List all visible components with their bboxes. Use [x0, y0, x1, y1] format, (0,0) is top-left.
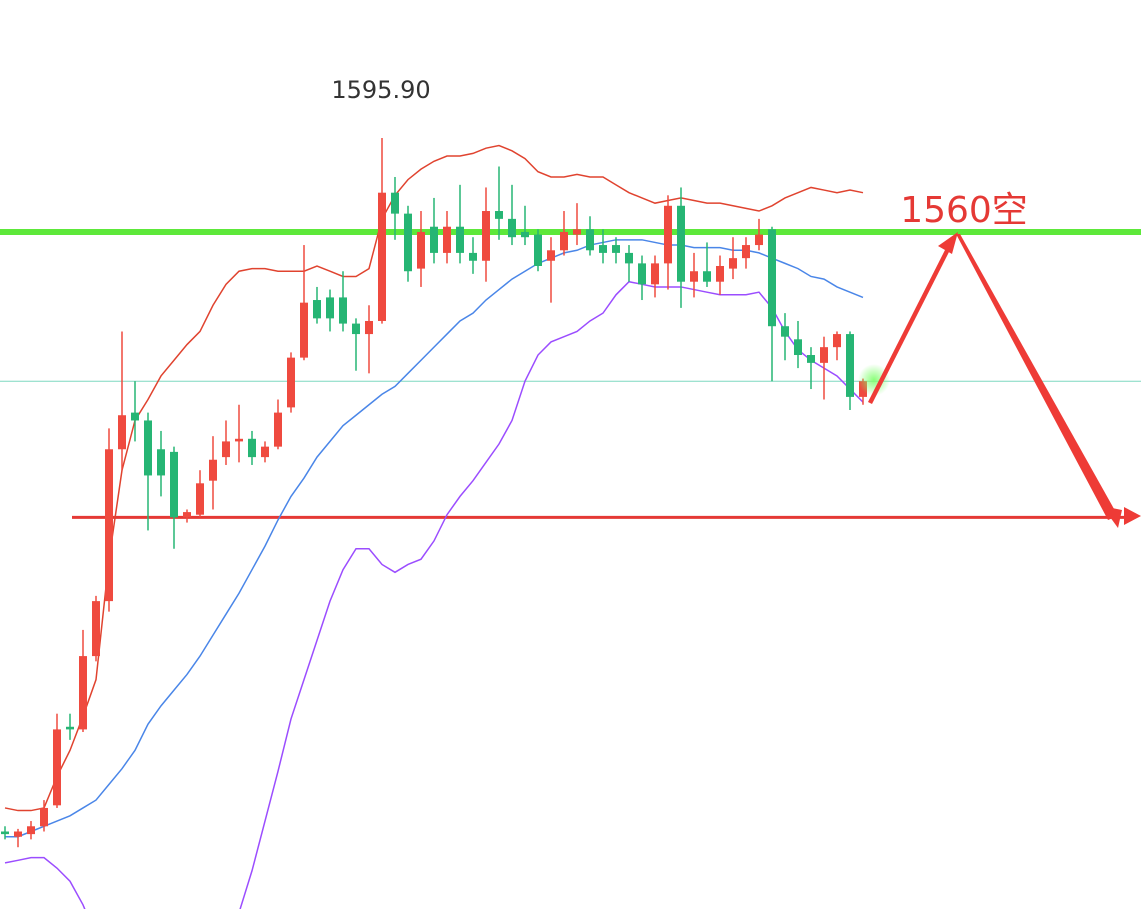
candle-body	[508, 218, 516, 238]
candle-body	[638, 263, 646, 285]
candle-body	[105, 449, 113, 602]
band-line	[239, 280, 864, 909]
candle-body	[326, 297, 334, 319]
candle-body	[300, 302, 308, 358]
candle-body	[742, 245, 750, 259]
candle-body	[768, 229, 776, 327]
up-arrow-shaft	[868, 248, 950, 404]
candle-body	[482, 211, 490, 261]
candle-body	[586, 229, 594, 251]
candle-body	[521, 231, 529, 238]
candle-body	[14, 831, 22, 837]
candle-body	[1, 831, 9, 835]
candle-body	[781, 326, 789, 337]
levels	[0, 228, 1141, 519]
candle-body	[404, 213, 412, 272]
candle-body	[573, 229, 581, 235]
annotation: 1595.90	[331, 76, 430, 104]
candle-body	[378, 192, 386, 321]
candle-body	[27, 826, 35, 835]
candle-body	[560, 231, 568, 251]
candle-body	[79, 656, 87, 730]
candle-body	[820, 347, 828, 363]
candle-body	[651, 263, 659, 285]
candle-body	[222, 441, 230, 458]
candle-body	[131, 412, 139, 421]
candle-body	[391, 192, 399, 214]
candle-body	[612, 245, 620, 253]
candle-body	[66, 726, 74, 730]
candle-body	[716, 265, 724, 282]
candle-body	[677, 205, 685, 282]
candle-body	[235, 438, 243, 442]
down-arrow-head	[1102, 506, 1122, 528]
candle-body	[183, 512, 191, 518]
candle-body	[430, 226, 438, 253]
up-arrow-head	[938, 232, 958, 254]
right-arrow-head	[1124, 507, 1141, 525]
candle-body	[807, 355, 815, 363]
candle-body	[92, 601, 100, 657]
candle-body	[53, 729, 61, 806]
candle-body	[469, 252, 477, 261]
band-line	[5, 239, 864, 838]
candle-body	[313, 300, 321, 319]
candle-body	[495, 211, 503, 219]
annotation: 1560空	[900, 190, 1028, 231]
glow	[858, 364, 890, 396]
candle-body	[170, 451, 178, 518]
candle-body	[196, 483, 204, 515]
candle-body	[794, 339, 802, 356]
candle-body	[365, 320, 373, 335]
candle-body	[287, 357, 295, 408]
candle-body	[547, 250, 555, 261]
candle-body	[261, 446, 269, 458]
down-arrow-shaft	[956, 234, 1118, 520]
candle-body	[352, 323, 360, 335]
projection-arrows	[868, 232, 1141, 528]
candle-body	[599, 245, 607, 253]
bands	[4, 144, 864, 909]
candle-body	[456, 226, 464, 253]
band-line	[4, 856, 86, 909]
candle-body	[703, 271, 711, 282]
candles	[1, 137, 867, 848]
candle-body	[209, 459, 217, 481]
candle-body	[625, 252, 633, 264]
candle-body	[534, 234, 542, 266]
candle-body	[755, 234, 763, 246]
band-line	[4, 144, 864, 812]
candle-body	[40, 807, 48, 827]
candle-body	[846, 334, 854, 397]
candle-body	[443, 226, 451, 253]
candle-body	[690, 271, 698, 282]
candle-body	[833, 334, 841, 348]
candle-body	[157, 449, 165, 476]
annotations: 1595.90 1560空	[331, 76, 1027, 231]
candle-body	[417, 231, 425, 269]
candle-body	[339, 297, 347, 324]
candle-body	[664, 205, 672, 264]
candle-body	[248, 438, 256, 458]
candle-body	[729, 258, 737, 269]
candle-body	[118, 415, 126, 450]
candle-body	[144, 420, 152, 476]
candle-body	[274, 412, 282, 447]
